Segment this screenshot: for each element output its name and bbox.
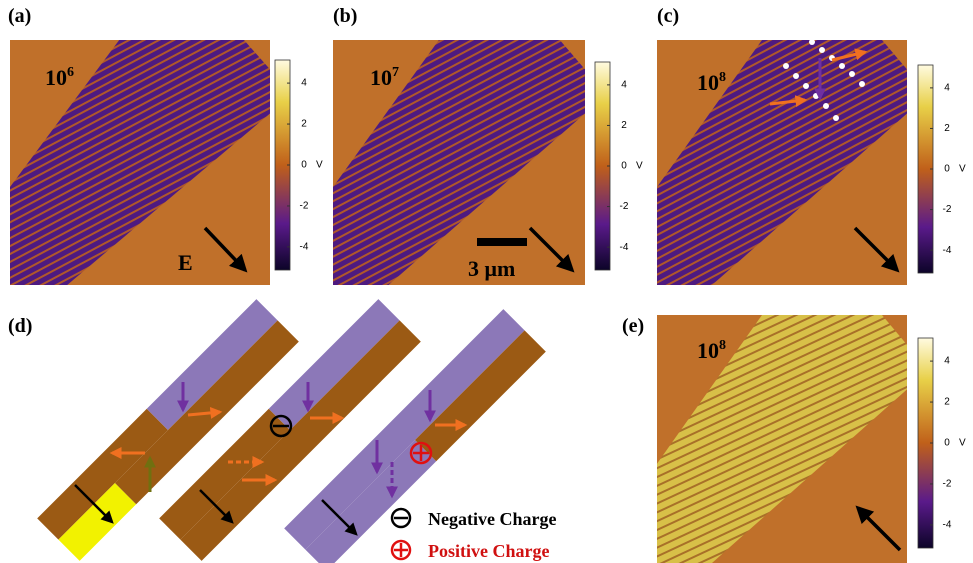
- colorbar-tick-label: 2: [301, 119, 307, 130]
- colorbar-tick-label: 4: [944, 83, 950, 94]
- colorbar-tick-label: 4: [944, 356, 950, 367]
- colorbar-tick-label: 2: [944, 123, 950, 134]
- scale-bar: [477, 238, 527, 246]
- colorbar-unit: V: [959, 438, 966, 449]
- cycle-exponent: 6: [67, 65, 74, 80]
- cycle-base: 10: [370, 65, 392, 90]
- legend-entry: Negative Charge: [428, 509, 556, 529]
- colorbar-tick-label: 4: [621, 80, 627, 91]
- colorbar-tick-label: 0: [944, 438, 950, 449]
- colorbar-unit: V: [959, 164, 966, 175]
- panel-label: (a): [8, 5, 31, 27]
- cycle-exponent: 7: [392, 65, 399, 80]
- panel-label: (b): [333, 5, 357, 27]
- colorbar-tick-label: -4: [943, 520, 952, 531]
- colorbar-tick-label: -2: [620, 201, 629, 212]
- legend-entry: Positive Charge: [428, 541, 549, 561]
- cycle-base: 10: [45, 65, 67, 90]
- colorbar-tick-label: -2: [300, 201, 309, 212]
- domain-diagram: Negative Charge Positive Charge: [37, 299, 556, 563]
- cycle-base: 10: [697, 338, 719, 363]
- colorbar-tick-label: 2: [621, 120, 627, 131]
- colorbar-tick-label: -4: [300, 242, 309, 253]
- colorbar-tick-label: -2: [943, 479, 952, 490]
- colorbar-tick-label: -2: [943, 204, 952, 215]
- field-label: E: [178, 250, 193, 275]
- colorbar-tick-label: 0: [301, 160, 307, 171]
- figure: Negative Charge Positive Charge E 3 μm 4…: [0, 0, 973, 563]
- colorbar-tick-label: -4: [620, 242, 629, 253]
- colorbar-tick-label: 2: [944, 397, 950, 408]
- cycle-exponent: 8: [719, 70, 726, 85]
- colorbar-tick-label: -4: [943, 245, 952, 256]
- panel-label: (e): [622, 315, 644, 337]
- colorbar-unit: V: [636, 161, 643, 172]
- panel-label: (c): [657, 5, 679, 27]
- colorbar-tick-label: 0: [944, 164, 950, 175]
- panel-label: (d): [8, 315, 32, 337]
- colorbar-unit: V: [316, 160, 323, 171]
- cycle-base: 10: [697, 70, 719, 95]
- colorbar-tick-label: 4: [301, 78, 307, 89]
- cycle-exponent: 8: [719, 338, 726, 353]
- colorbar-tick-label: 0: [621, 161, 627, 172]
- scale-bar-label: 3 μm: [468, 256, 515, 281]
